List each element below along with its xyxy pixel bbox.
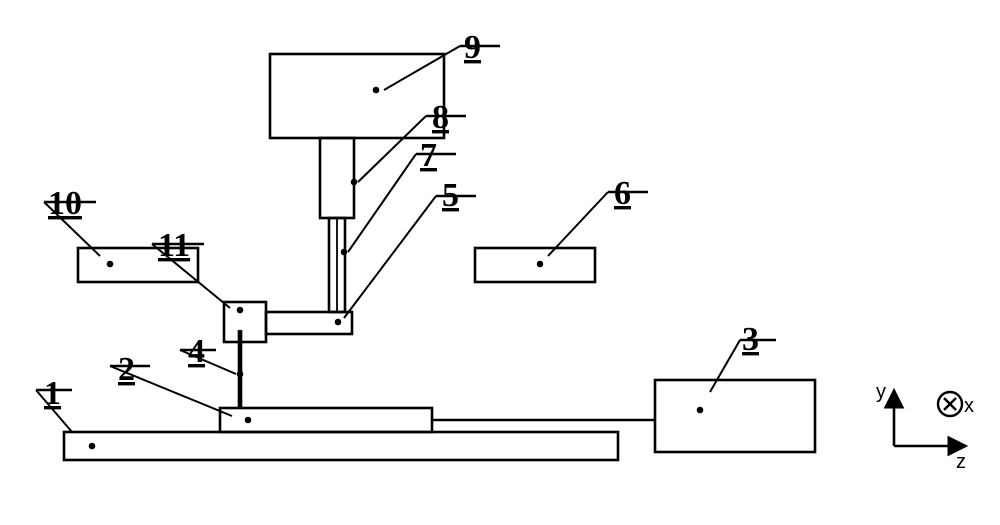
svg-text:6: 6 (614, 175, 631, 212)
svg-text:y: y (876, 381, 886, 403)
svg-text:2: 2 (118, 351, 135, 388)
svg-text:9: 9 (464, 29, 481, 66)
svg-text:z: z (956, 451, 966, 473)
svg-text:5: 5 (442, 177, 459, 214)
svg-text:11: 11 (158, 227, 190, 264)
svg-text:4: 4 (188, 333, 205, 370)
svg-text:7: 7 (420, 137, 437, 174)
svg-text:1: 1 (44, 375, 61, 412)
svg-text:x: x (964, 395, 974, 417)
svg-text:3: 3 (742, 321, 759, 358)
svg-text:8: 8 (432, 99, 449, 136)
svg-text:10: 10 (48, 185, 82, 222)
